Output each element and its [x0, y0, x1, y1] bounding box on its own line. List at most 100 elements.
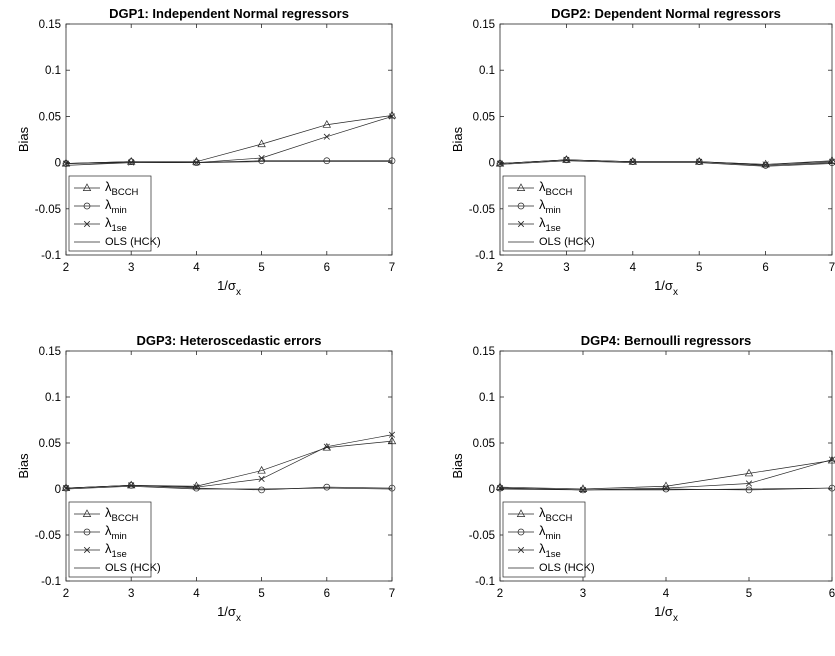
x-tick-label: 6	[324, 588, 330, 600]
chart-panel-3: -0.1 -0.05 0 0.05 0.1 0.15 2 3 4 5 6 7 DGP3: Heteros…	[16, 333, 397, 624]
data-point	[258, 486, 265, 494]
x-tick-label: 5	[258, 262, 264, 274]
data-point	[745, 486, 753, 494]
legend-marker	[516, 509, 526, 517]
series-line	[65, 434, 393, 489]
x-tick-label: 5	[746, 588, 752, 600]
series-line	[499, 160, 833, 167]
x-tick-label: 7	[829, 262, 835, 274]
y-axis-label: Bias	[16, 453, 31, 479]
x-tick-label: 6	[829, 588, 835, 600]
legend-marker	[83, 220, 91, 228]
data-point	[257, 139, 266, 148]
y-tick-label: 0.05	[39, 111, 61, 123]
legend-label: λ1se	[539, 215, 561, 234]
y-axis-label: Bias	[450, 126, 465, 152]
y-tick-label: -0.05	[35, 204, 61, 216]
data-point	[388, 484, 396, 492]
y-tick-label: 0.05	[473, 111, 495, 123]
legend-marker	[516, 183, 526, 191]
x-tick-label: 2	[497, 262, 503, 274]
data-point	[496, 484, 504, 492]
y-tick-label: -0.1	[41, 250, 61, 262]
data-point	[744, 468, 754, 477]
legend-label: λBCCH	[539, 505, 573, 524]
y-tick-label: 0.1	[479, 65, 495, 77]
legend-marker	[82, 509, 92, 517]
data-point	[258, 154, 265, 162]
data-point	[323, 157, 331, 165]
legend-label: OLS (HCK)	[105, 236, 161, 248]
legend-label: λmin	[539, 197, 561, 216]
data-point	[193, 484, 200, 492]
y-tick-label: 0	[55, 484, 61, 496]
chart-title: DGP2: Dependent Normal regressors	[551, 6, 781, 21]
data-point	[629, 158, 636, 165]
y-tick-label: 0.15	[473, 346, 495, 358]
data-point	[828, 159, 835, 166]
data-point	[322, 119, 331, 128]
legend-marker	[517, 202, 525, 210]
y-tick-label: 0	[489, 158, 495, 170]
legend-marker	[517, 546, 525, 554]
y-tick-label: 0.1	[479, 392, 495, 404]
y-tick-label: -0.1	[41, 576, 61, 588]
x-tick-label: 5	[258, 588, 264, 600]
chart-panel-1: -0.1 -0.05 0 0.05 0.1 0.15 2 3 4 5 6 7 DGP1: Indepen…	[16, 6, 397, 298]
x-tick-label: 2	[497, 588, 503, 600]
legend-marker	[83, 546, 91, 554]
data-point	[322, 442, 331, 451]
x-tick-label: 3	[128, 588, 134, 600]
data-point	[495, 158, 505, 167]
legend-marker	[82, 183, 92, 191]
legend-label: OLS (HCK)	[539, 562, 595, 574]
x-tick-label: 5	[696, 262, 702, 274]
legend-marker	[83, 202, 91, 210]
x-tick-label: 4	[193, 588, 200, 600]
y-tick-label: 0.15	[39, 19, 61, 31]
chart-panel-4: -0.1 -0.05 0 0.05 0.1 0.15 2 3 4 5 6 DGP4: Bernoull…	[450, 333, 835, 624]
legend-label: λBCCH	[539, 179, 573, 198]
legend-label: λ1se	[105, 541, 127, 560]
data-point	[62, 484, 70, 492]
y-tick-label: -0.1	[475, 576, 495, 588]
data-point	[496, 160, 504, 167]
x-tick-label: 2	[63, 588, 69, 600]
legend-box	[502, 175, 586, 252]
data-point	[388, 157, 396, 165]
data-point	[323, 443, 330, 450]
data-point	[387, 436, 397, 445]
legend-label: λBCCH	[105, 179, 139, 198]
data-point	[761, 159, 770, 168]
y-tick-label: -0.05	[469, 204, 495, 216]
chart-title: DGP4: Bernoulli regressors	[581, 333, 752, 348]
series-4	[65, 161, 392, 166]
x-tick-label: 4	[193, 262, 200, 274]
data-point	[323, 133, 330, 140]
x-tick-label: 4	[663, 588, 670, 600]
data-point	[696, 158, 703, 165]
legend-label: λmin	[105, 523, 127, 542]
y-tick-label: -0.05	[35, 530, 61, 542]
data-point	[323, 483, 331, 491]
chart-title: DGP3: Heteroscedastic errors	[137, 333, 322, 348]
legend-box	[502, 501, 586, 578]
x-tick-label: 6	[324, 262, 330, 274]
x-axis-label: 1/σx	[217, 278, 241, 298]
y-tick-label: 0.15	[473, 19, 495, 31]
series-line	[65, 161, 392, 166]
series-4	[499, 160, 833, 167]
x-axis-label: 1/σx	[654, 604, 678, 624]
legend-marker	[517, 528, 525, 536]
legend-marker	[83, 528, 91, 536]
y-tick-label: -0.05	[469, 530, 495, 542]
y-tick-label: 0	[489, 484, 495, 496]
data-point	[257, 465, 266, 474]
data-point	[127, 480, 136, 489]
data-point	[61, 483, 71, 492]
y-axis-label: Bias	[450, 453, 465, 479]
y-tick-label: 0.15	[39, 346, 61, 358]
data-point	[563, 156, 570, 163]
